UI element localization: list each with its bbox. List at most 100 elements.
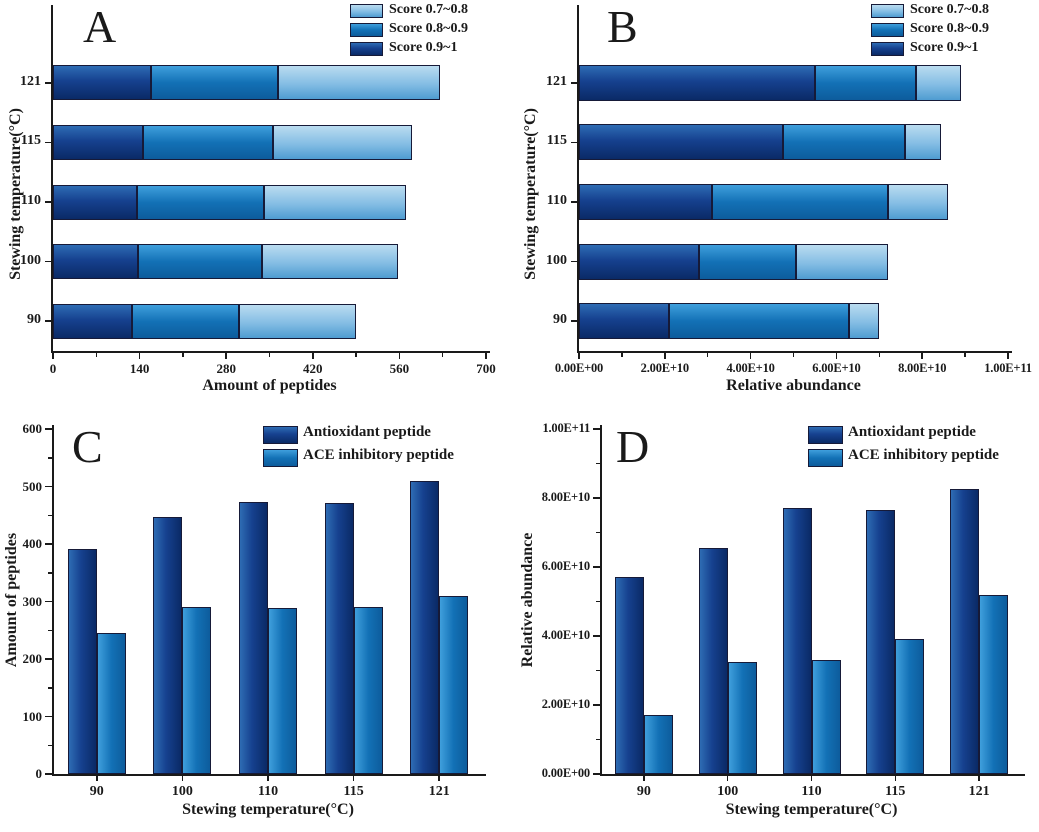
panel-letter-d: D xyxy=(616,421,650,472)
y-tick-label: 0 xyxy=(35,766,43,781)
y-minor-tick xyxy=(596,462,600,465)
bar-dark-121 xyxy=(950,489,980,774)
y-major-tick xyxy=(45,773,52,775)
bar-segment-mid-115 xyxy=(782,124,906,161)
y-minor-tick xyxy=(48,629,52,631)
bar-dark-110 xyxy=(782,508,812,774)
y-axis-line xyxy=(52,425,54,776)
bar-segment-light-115 xyxy=(905,124,942,161)
y-axis-title: Stewing temperature(°C) xyxy=(522,108,539,280)
y-minor-tick xyxy=(596,669,600,672)
y-category-label: 121 xyxy=(20,73,41,89)
y-category-label: 90 xyxy=(27,312,41,328)
x-tick-label: 2.00E+10 xyxy=(640,361,689,375)
legend-swatch-mid xyxy=(871,23,904,37)
y-category-label: 100 xyxy=(20,252,41,268)
y-tick-label: 200 xyxy=(22,651,43,666)
bar-mid-90 xyxy=(643,715,673,774)
x-category-label: 110 xyxy=(801,784,822,799)
y-category-label: 121 xyxy=(546,73,567,89)
y-axis-title: Stewing temperature(°C) xyxy=(7,108,24,280)
x-category-tick xyxy=(726,776,729,781)
y-major-tick xyxy=(593,635,600,637)
bar-segment-light-90 xyxy=(238,303,357,339)
y-category-tick xyxy=(571,201,577,203)
x-category-tick xyxy=(181,776,184,781)
bar-segment-dark-100 xyxy=(579,243,700,280)
legend-swatch-mid xyxy=(350,23,383,37)
y-tick-label: 400 xyxy=(22,536,43,551)
bar-segment-mid-110 xyxy=(711,184,888,220)
x-axis-title: Stewing temperature(°C) xyxy=(182,801,354,818)
panel-d-relative-abundance-grouped: 90 100 110 115 121 0.00E+00 2.00E+10 4.00E+10 6.… xyxy=(519,416,1039,832)
x-category-tick xyxy=(96,776,98,781)
bar-dark-115 xyxy=(324,503,354,774)
x-major-tick xyxy=(749,353,752,359)
bar-segment-dark-115 xyxy=(579,124,783,161)
bar-segment-light-110 xyxy=(263,184,407,220)
y-major-tick xyxy=(45,543,52,545)
y-category-tick xyxy=(45,82,51,84)
x-major-tick xyxy=(138,353,141,359)
x-tick-label: 0.00E+00 xyxy=(554,361,604,375)
x-tick-label: 1.00E+11 xyxy=(984,361,1032,375)
x-minor-tick xyxy=(441,353,444,357)
y-category-label: 90 xyxy=(553,312,567,328)
x-minor-tick xyxy=(355,353,357,357)
bar-dark-90 xyxy=(67,549,97,774)
y-minor-tick xyxy=(48,514,52,516)
y-axis-line xyxy=(577,5,579,353)
bar-mid-121 xyxy=(979,594,1009,774)
bar-mid-115 xyxy=(353,606,383,774)
y-major-tick xyxy=(45,485,52,488)
y-tick-label: 300 xyxy=(22,593,43,609)
y-minor-tick xyxy=(596,600,600,603)
x-category-label: 115 xyxy=(343,784,364,799)
x-tick-label: 8.00E+10 xyxy=(898,361,947,375)
y-category-label: 115 xyxy=(546,133,567,149)
y-category-label: 110 xyxy=(546,193,567,208)
bar-segment-dark-121 xyxy=(579,64,815,101)
bar-dark-100 xyxy=(698,548,728,774)
x-category-label: 110 xyxy=(257,784,279,799)
x-category-tick xyxy=(894,776,897,781)
bar-segment-mid-121 xyxy=(814,64,916,101)
y-tick-label: 600 xyxy=(22,421,43,436)
bar-segment-light-110 xyxy=(887,184,948,220)
x-minor-tick xyxy=(182,353,184,357)
y-minor-tick xyxy=(596,738,600,741)
bar-segment-dark-121 xyxy=(53,65,151,101)
bar-mid-115 xyxy=(895,639,925,774)
y-tick-label: 8.00E+10 xyxy=(541,490,590,504)
y-axis-line xyxy=(600,425,602,776)
y-minor-tick xyxy=(48,687,52,689)
y-category-tick xyxy=(571,320,577,322)
y-category-tick xyxy=(45,201,51,203)
x-category-tick xyxy=(810,776,813,781)
y-tick-label: 500 xyxy=(22,478,43,494)
bar-mid-100 xyxy=(727,661,757,774)
x-minor-tick xyxy=(268,353,271,357)
bar-dark-100 xyxy=(153,516,183,774)
x-tick-label: 4.00E+10 xyxy=(726,361,775,375)
panel-b-relative-abundance-by-score: 90 100 110 115 121 0.00E+00 2.00E+10 4.00E+10 6.… xyxy=(519,0,1039,416)
bar-segment-dark-115 xyxy=(53,124,144,160)
x-tick-label: 140 xyxy=(129,361,150,376)
bar-segment-dark-110 xyxy=(53,184,138,220)
y-major-tick xyxy=(593,704,600,706)
bar-mid-100 xyxy=(182,606,212,774)
legend-label: Score 0.7~0.8 xyxy=(910,2,989,17)
legend-label: Antioxidant peptide xyxy=(848,424,976,440)
x-tick-label: 560 xyxy=(389,361,410,376)
x-axis-line xyxy=(600,774,1025,776)
bar-segment-mid-100 xyxy=(699,243,796,280)
legend-label: Score 0.8~0.9 xyxy=(910,21,989,36)
x-axis-line xyxy=(51,351,490,353)
x-category-tick xyxy=(978,776,980,781)
x-major-tick xyxy=(578,353,580,359)
y-axis-title: Amount of peptides xyxy=(3,532,20,668)
x-category-label: 90 xyxy=(636,784,651,799)
y-category-label: 100 xyxy=(546,252,567,268)
y-tick-label: 100 xyxy=(22,708,43,724)
legend-swatch-light xyxy=(871,4,904,18)
